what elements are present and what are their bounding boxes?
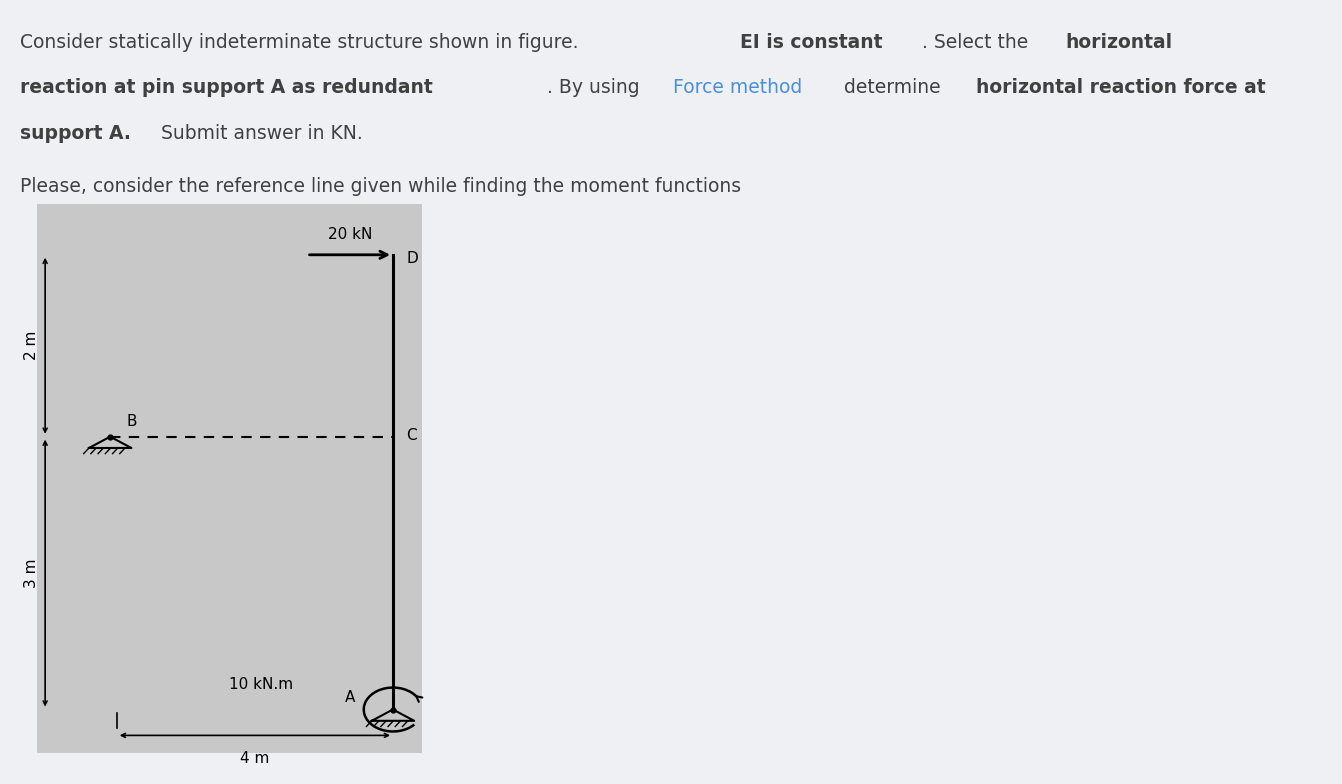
Text: determine: determine <box>837 78 946 97</box>
Text: D: D <box>407 251 417 266</box>
Text: Force method: Force method <box>672 78 803 97</box>
Text: EI is constant: EI is constant <box>741 33 883 52</box>
Text: horizontal reaction force at: horizontal reaction force at <box>976 78 1266 97</box>
Text: 2 m: 2 m <box>24 331 39 361</box>
Text: A: A <box>345 690 356 705</box>
Text: Submit answer in KN.: Submit answer in KN. <box>161 124 364 143</box>
Text: Please, consider the reference line given while finding the moment functions: Please, consider the reference line give… <box>20 177 741 196</box>
Text: C: C <box>407 427 417 443</box>
Bar <box>38 204 423 753</box>
Text: . Select the: . Select the <box>922 33 1035 52</box>
Text: horizontal: horizontal <box>1066 33 1173 52</box>
Text: . By using: . By using <box>546 78 646 97</box>
Text: 10 kN.m: 10 kN.m <box>229 677 294 692</box>
Text: 20 kN: 20 kN <box>327 227 372 242</box>
Text: reaction at pin support A as redundant: reaction at pin support A as redundant <box>20 78 432 97</box>
Text: 3 m: 3 m <box>24 558 39 588</box>
Text: B: B <box>126 414 137 429</box>
Text: Consider statically indeterminate structure shown in figure.: Consider statically indeterminate struct… <box>20 33 584 52</box>
Text: 4 m: 4 m <box>240 751 270 766</box>
Text: support A.: support A. <box>20 124 130 143</box>
